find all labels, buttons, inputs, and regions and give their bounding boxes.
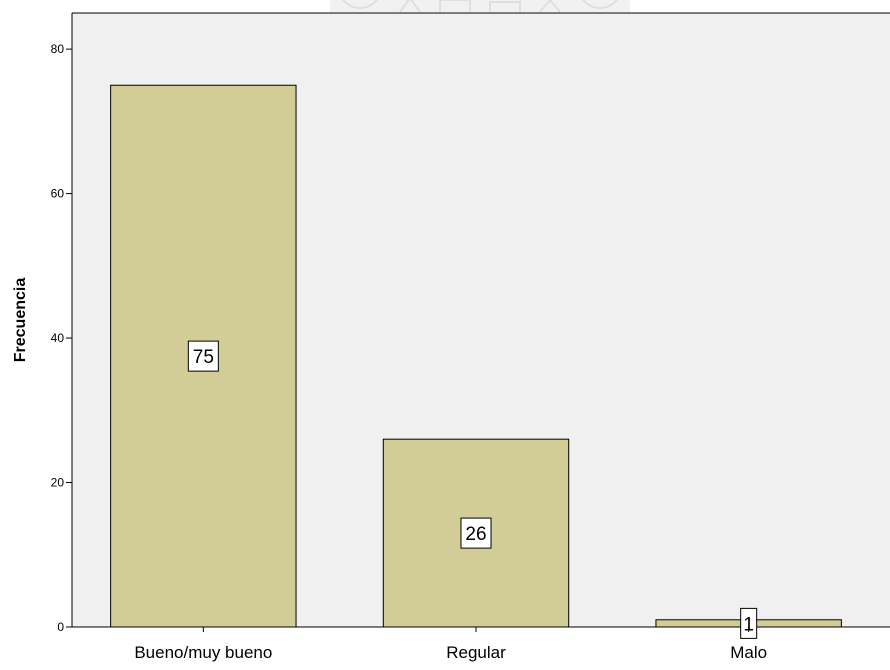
watermark-logo — [330, 0, 630, 12]
x-tick-label: Malo — [730, 643, 767, 662]
y-tick-label: 20 — [51, 476, 65, 490]
y-tick-label: 60 — [51, 187, 65, 201]
data-label: 26 — [465, 524, 486, 545]
y-axis-title: Frecuencia — [12, 278, 29, 363]
y-axis-ticks: 0 20 40 60 80 — [51, 42, 72, 634]
data-label: 1 — [743, 614, 754, 635]
y-tick-label: 80 — [51, 42, 65, 56]
x-tick-label: Regular — [446, 643, 506, 662]
y-tick-label: 40 — [51, 331, 65, 345]
x-axis-tick-labels: Bueno/muy bueno Regular Malo — [134, 627, 767, 662]
y-tick-label: 0 — [57, 620, 64, 634]
data-label: 75 — [193, 347, 214, 368]
x-tick-label: Bueno/muy bueno — [134, 643, 272, 662]
